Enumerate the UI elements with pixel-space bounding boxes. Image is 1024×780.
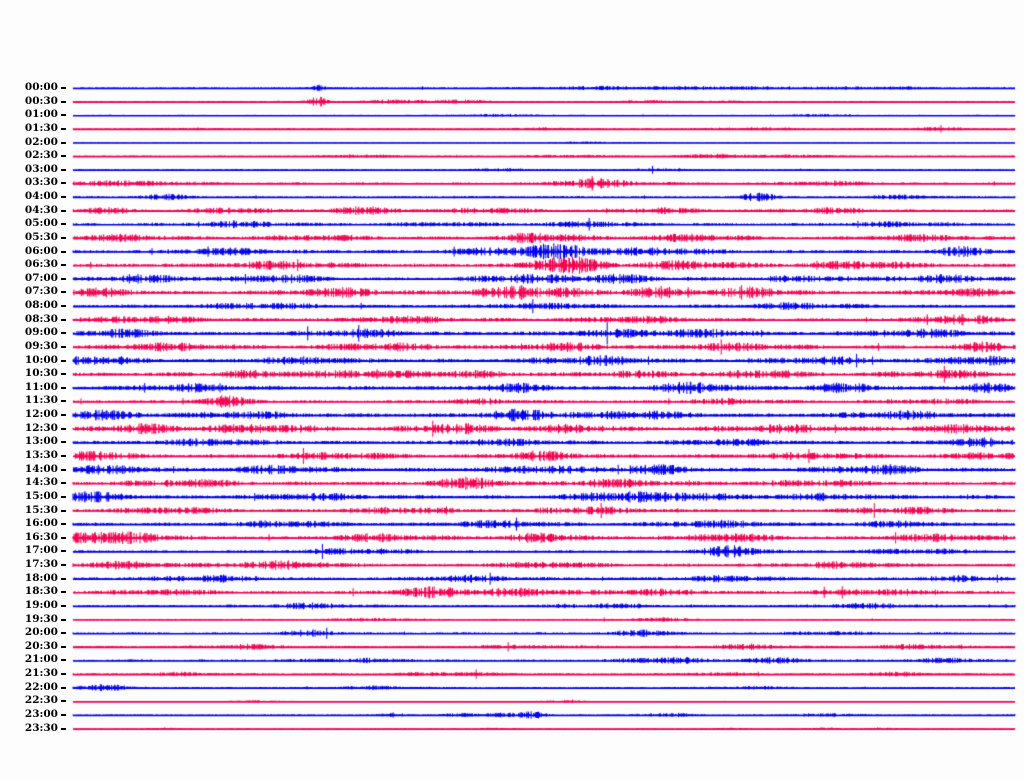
axis-tick xyxy=(61,618,66,621)
axis-tick xyxy=(61,564,66,567)
axis-tick xyxy=(61,277,66,280)
time-label-09-30: 09:30 xyxy=(24,339,58,352)
time-label-00-00: 00:00 xyxy=(24,81,58,93)
time-axis: 00:00 00:30 01:00 01:30 02:00 02:30 03:00 03:30… xyxy=(0,0,70,780)
time-label-10-30: 10:30 xyxy=(24,367,58,380)
axis-tick xyxy=(61,182,66,185)
time-label-20-00: 20:00 xyxy=(24,626,58,639)
time-label-20-30: 20:30 xyxy=(24,639,58,652)
axis-tick xyxy=(61,236,66,239)
time-label-04-30: 04:30 xyxy=(24,203,58,216)
axis-tick xyxy=(61,223,66,226)
time-label-13-30: 13:30 xyxy=(24,449,58,461)
time-label-21-30: 21:30 xyxy=(24,667,58,680)
time-label-05-30: 05:30 xyxy=(24,230,58,243)
time-label-03-00: 03:00 xyxy=(24,162,58,175)
axis-tick xyxy=(61,264,66,267)
axis-tick xyxy=(61,87,66,89)
time-label-22-30: 22:30 xyxy=(24,694,58,707)
axis-tick xyxy=(61,482,66,485)
axis-tick xyxy=(61,523,66,526)
axis-tick xyxy=(61,441,66,444)
time-label-06-30: 06:30 xyxy=(24,258,58,271)
time-label-07-00: 07:00 xyxy=(24,271,58,284)
time-label-08-00: 08:00 xyxy=(24,299,58,312)
time-label-12-00: 12:00 xyxy=(24,408,58,421)
axis-tick xyxy=(61,209,66,212)
time-label-17-00: 17:00 xyxy=(24,544,58,557)
axis-tick xyxy=(61,468,66,471)
axis-tick xyxy=(61,345,66,348)
axis-tick xyxy=(61,386,66,389)
axis-tick xyxy=(61,727,66,730)
time-label-19-30: 19:30 xyxy=(24,612,58,625)
time-label-21-00: 21:00 xyxy=(24,653,58,666)
axis-tick xyxy=(61,536,66,539)
axis-tick xyxy=(61,100,66,103)
time-label-05-00: 05:00 xyxy=(24,217,58,230)
axis-tick xyxy=(61,495,66,498)
axis-tick xyxy=(61,291,66,294)
time-label-19-00: 19:00 xyxy=(24,598,58,611)
axis-tick xyxy=(61,114,66,117)
time-label-02-00: 02:00 xyxy=(24,135,58,148)
time-label-06-00: 06:00 xyxy=(24,244,58,257)
axis-tick xyxy=(61,250,66,253)
time-label-15-30: 15:30 xyxy=(24,503,58,516)
axis-tick xyxy=(61,673,66,676)
axis-tick xyxy=(61,686,66,689)
time-label-15-00: 15:00 xyxy=(24,489,58,502)
time-label-02-30: 02:30 xyxy=(24,149,58,162)
time-label-11-30: 11:30 xyxy=(24,394,58,407)
axis-tick xyxy=(61,359,66,362)
axis-tick xyxy=(61,577,66,580)
time-label-11-00: 11:00 xyxy=(24,380,58,393)
time-label-14-30: 14:30 xyxy=(24,476,58,489)
axis-tick xyxy=(61,318,66,321)
time-label-22-00: 22:00 xyxy=(24,680,58,693)
axis-tick xyxy=(61,713,66,716)
axis-tick xyxy=(61,155,66,158)
axis-tick xyxy=(61,645,66,648)
axis-tick xyxy=(61,632,66,635)
time-label-12-30: 12:30 xyxy=(24,421,58,434)
axis-tick xyxy=(61,305,66,308)
time-label-16-30: 16:30 xyxy=(24,530,58,543)
time-label-18-00: 18:00 xyxy=(24,571,58,584)
time-label-16-00: 16:00 xyxy=(24,517,58,530)
time-label-18-30: 18:30 xyxy=(24,585,58,598)
time-label-10-00: 10:00 xyxy=(24,353,58,366)
axis-tick xyxy=(61,509,66,512)
axis-tick xyxy=(61,141,66,144)
axis-tick xyxy=(61,659,66,662)
axis-tick xyxy=(61,127,66,130)
time-label-23-00: 23:00 xyxy=(24,707,58,720)
time-label-23-30: 23:30 xyxy=(24,721,58,734)
axis-tick xyxy=(61,455,66,457)
axis-tick xyxy=(61,332,66,335)
axis-tick xyxy=(61,400,66,403)
axis-tick xyxy=(61,196,66,199)
time-label-07-30: 07:30 xyxy=(24,285,58,298)
time-label-13-00: 13:00 xyxy=(24,435,58,448)
axis-tick xyxy=(61,591,66,594)
time-label-01-00: 01:00 xyxy=(24,108,58,121)
time-label-08-30: 08:30 xyxy=(24,312,58,325)
axis-tick xyxy=(61,700,66,703)
time-label-01-30: 01:30 xyxy=(24,121,58,134)
time-label-17-30: 17:30 xyxy=(24,558,58,571)
axis-tick xyxy=(61,414,66,417)
axis-tick xyxy=(61,550,66,553)
time-label-03-30: 03:30 xyxy=(24,176,58,189)
axis-tick xyxy=(61,427,66,430)
time-label-14-00: 14:00 xyxy=(24,462,58,475)
time-label-00-30: 00:30 xyxy=(24,94,58,107)
axis-tick xyxy=(61,604,66,607)
time-label-04-00: 04:00 xyxy=(24,190,58,203)
axis-tick xyxy=(61,373,66,376)
axis-tick xyxy=(61,168,66,171)
time-label-09-00: 09:00 xyxy=(24,326,58,339)
